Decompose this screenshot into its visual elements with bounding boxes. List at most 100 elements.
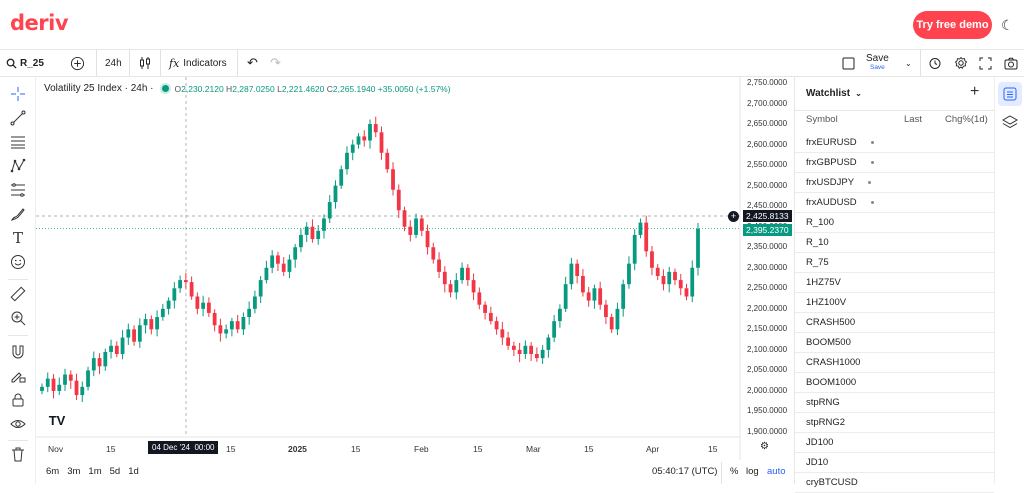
trash-icon	[12, 447, 24, 462]
fullscreen-button[interactable]	[979, 50, 992, 76]
chart-area[interactable]: Volatility 25 Index · 24h · O2,230.2120 …	[36, 77, 794, 484]
watchlist-row[interactable]: R_10	[795, 233, 994, 253]
candle	[511, 341, 516, 357]
watchlist-tab-button[interactable]	[998, 82, 1022, 106]
remove-drawings-tool[interactable]	[8, 445, 28, 463]
utc-clock[interactable]: 05:40:17 (UTC)	[652, 466, 718, 477]
column-last[interactable]: Last	[904, 114, 922, 125]
watchlist-row[interactable]: frxAUDUSD	[795, 193, 994, 213]
candle	[644, 215, 649, 257]
add-symbol-button[interactable]: +	[970, 83, 979, 101]
deriv-logo[interactable]: deriv	[10, 11, 69, 35]
fib-tool[interactable]	[8, 133, 28, 151]
try-free-demo-button[interactable]: Try free demo	[913, 11, 992, 39]
trend-line-icon	[10, 110, 26, 126]
emoji-tool[interactable]	[8, 253, 28, 271]
candle	[690, 260, 695, 303]
brush-tool[interactable]	[8, 205, 28, 223]
ruler-tool[interactable]	[8, 285, 28, 303]
text-tool[interactable]: T	[8, 229, 28, 247]
crosshair-tool[interactable]	[8, 85, 28, 103]
watchlist-row[interactable]: BOOM500	[795, 333, 994, 353]
save-dropdown-button[interactable]: ⌄	[905, 50, 912, 76]
axis-settings-button[interactable]: ⚙	[760, 441, 769, 452]
alert-button[interactable]	[920, 50, 942, 76]
candle	[627, 256, 631, 289]
ruler-icon	[10, 286, 26, 302]
watchlist-symbol: R_75	[806, 257, 829, 268]
candle-body	[293, 247, 298, 260]
tradingview-logo[interactable]: TV	[46, 410, 68, 430]
horizontal-lines-icon	[11, 136, 25, 149]
candle-body	[63, 374, 67, 385]
watchlist-row[interactable]: 1HZ100V	[795, 293, 994, 313]
range-button-3m[interactable]: 3m	[67, 466, 81, 477]
candle	[488, 306, 493, 325]
draw-mode-tool[interactable]	[8, 367, 28, 385]
ohlc-close: 2,265.1940	[332, 83, 376, 94]
candle-body	[132, 329, 136, 342]
range-button-5d[interactable]: 5d	[109, 466, 121, 477]
candle-body	[86, 370, 90, 387]
candle-body	[684, 288, 689, 297]
candle	[310, 219, 315, 243]
watchlist-row[interactable]: 1HZ75V	[795, 273, 994, 293]
watchlist-row[interactable]: frxEURUSD	[795, 133, 994, 153]
candle-body	[627, 263, 631, 285]
watchlist-row[interactable]: stpRNG2	[795, 413, 994, 433]
candle	[368, 119, 372, 149]
column-symbol[interactable]: Symbol	[806, 114, 838, 125]
percent-toggle[interactable]: %	[730, 466, 739, 477]
candle-body	[201, 302, 206, 309]
candle	[419, 215, 424, 237]
watchlist-row[interactable]: frxGBPUSD	[795, 153, 994, 173]
tools-divider-2	[8, 335, 28, 336]
chart-type-button[interactable]	[129, 50, 152, 76]
watchlist-row[interactable]: JD10	[795, 453, 994, 473]
pattern-tool[interactable]	[8, 157, 28, 175]
auto-toggle[interactable]: auto	[767, 466, 786, 477]
trend-line-tool[interactable]	[8, 109, 28, 127]
price-chart[interactable]	[36, 77, 794, 460]
indicators-button[interactable]: 𝑓x Indicators	[160, 50, 227, 76]
watchlist-row[interactable]: R_75	[795, 253, 994, 273]
redo-button[interactable]: ↷	[270, 50, 281, 76]
fullscreen-layout-button[interactable]	[842, 50, 855, 76]
watchlist-row[interactable]: CRASH500	[795, 313, 994, 333]
candle-body	[333, 185, 338, 203]
watchlist-row[interactable]: cryBTCUSD	[795, 473, 994, 493]
square-icon	[842, 57, 855, 69]
watchlist-title-button[interactable]: Watchlist ⌄	[806, 88, 862, 99]
log-toggle[interactable]: log	[746, 466, 759, 477]
add-alert-icon[interactable]: +	[728, 211, 739, 222]
compare-add-button[interactable]	[70, 50, 85, 76]
range-button-1m[interactable]: 1m	[88, 466, 102, 477]
visibility-tool[interactable]	[8, 415, 28, 433]
price-tick-label: 2,100.0000	[747, 344, 788, 354]
zoom-in-tool[interactable]	[8, 309, 28, 327]
moon-icon[interactable]: ☾	[1001, 17, 1014, 33]
candle-body	[350, 144, 355, 153]
screenshot-button[interactable]	[1004, 50, 1018, 76]
settings-button[interactable]	[954, 50, 968, 76]
watchlist-row[interactable]: R_100	[795, 213, 994, 233]
candle	[224, 324, 229, 339]
range-button-1d[interactable]: 1d	[128, 466, 139, 477]
lock-tool[interactable]	[8, 391, 28, 409]
symbol-search-button[interactable]: R_25	[6, 50, 44, 76]
candle	[552, 314, 557, 343]
watchlist-row[interactable]: stpRNG	[795, 393, 994, 413]
save-button[interactable]: Save Save	[866, 50, 889, 76]
column-change[interactable]: Chg%(1d)	[945, 114, 988, 125]
undo-button[interactable]: ↶	[237, 50, 258, 76]
candle	[327, 195, 332, 224]
range-button-6m[interactable]: 6m	[46, 466, 60, 477]
interval-button[interactable]: 24h	[96, 50, 122, 76]
watchlist-row[interactable]: frxUSDJPY	[795, 173, 994, 193]
prediction-tool[interactable]	[8, 181, 28, 199]
watchlist-row[interactable]: CRASH1000	[795, 353, 994, 373]
watchlist-row[interactable]: JD100	[795, 433, 994, 453]
watchlist-row[interactable]: BOOM1000	[795, 373, 994, 393]
magnet-tool[interactable]	[8, 343, 28, 361]
layers-tab-button[interactable]	[1001, 114, 1019, 135]
